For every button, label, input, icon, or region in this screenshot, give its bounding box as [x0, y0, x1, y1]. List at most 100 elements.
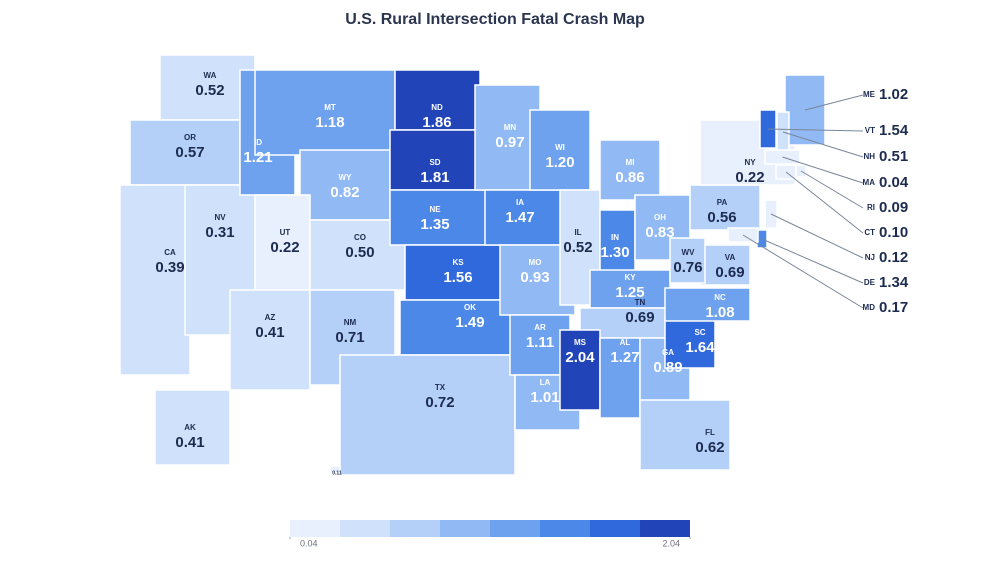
state-abbr: MN: [504, 123, 517, 132]
state: [159, 54, 256, 121]
state: [129, 119, 241, 186]
value-label: 0.72: [425, 394, 454, 411]
state-abbr: FL: [705, 428, 715, 437]
value-label: 0.31: [205, 224, 234, 241]
value-label: 1.08: [705, 304, 734, 321]
value-label: 0.89: [653, 359, 682, 376]
state-abbr: AZ: [265, 313, 276, 322]
state-abbr: IL: [574, 228, 581, 237]
leader-line: [785, 171, 864, 234]
state-abbr: DE: [864, 278, 876, 287]
value-label: 1.81: [420, 169, 449, 186]
value-label: 0.41: [175, 434, 204, 451]
state-abbr: NC: [714, 293, 726, 302]
state: [399, 299, 516, 356]
state-abbr: VA: [725, 253, 736, 262]
leader-line: [761, 238, 864, 284]
state: [669, 237, 706, 284]
state-abbr: TX: [435, 383, 446, 392]
value-label: 0.52: [195, 82, 224, 99]
state-abbr: NY: [744, 158, 756, 167]
state: [639, 399, 731, 471]
state-abbr: MA: [863, 178, 876, 187]
value-label: 0.93: [520, 269, 549, 286]
state-abbr: AR: [534, 323, 546, 332]
value-label: 0.56: [707, 209, 736, 226]
state: [689, 184, 761, 231]
value-label: 1.56: [443, 269, 472, 286]
legend-swatch: [590, 520, 640, 537]
state-abbr: MT: [324, 103, 336, 112]
state-abbr: SC: [694, 328, 705, 337]
state-abbr: NH: [863, 152, 875, 161]
value-label: 1.11: [526, 334, 554, 351]
value-label: 0.11: [332, 470, 342, 476]
state-abbr: TN: [635, 298, 646, 307]
state-abbr: CT: [864, 228, 875, 237]
value-label: 1.35: [420, 216, 449, 233]
state-abbr: ME: [863, 90, 876, 99]
value-label: 0.82: [330, 184, 359, 201]
state: [529, 109, 591, 191]
leader-line: [782, 131, 864, 158]
value-label: 0.76: [673, 259, 702, 276]
value-label: 0.22: [735, 169, 764, 186]
value-label: 1.21: [243, 149, 272, 166]
value-label: 0.69: [715, 264, 744, 281]
state-abbr: WV: [682, 248, 696, 257]
state-abbr: ND: [431, 103, 443, 112]
state: [389, 189, 491, 246]
value-label: 1.64: [685, 339, 715, 356]
state-abbr: LA: [540, 378, 551, 387]
state-abbr: CO: [354, 233, 366, 242]
state: [664, 287, 751, 322]
state-abbr: ID: [254, 138, 262, 147]
state-abbr: WA: [204, 71, 217, 80]
legend-label: 2.04: [662, 538, 680, 548]
value-label: 1.02: [879, 86, 908, 103]
value-label: 0.41: [255, 324, 284, 341]
leader-line: [742, 234, 864, 309]
state: [339, 354, 516, 476]
state: [559, 329, 601, 411]
state-abbr: OK: [464, 303, 476, 312]
value-label: 0.39: [155, 259, 184, 276]
state: [394, 69, 481, 131]
value-label: 0.10: [879, 224, 908, 241]
legend-swatch: [490, 520, 540, 537]
value-label: 0.04: [879, 174, 909, 191]
state-abbr: NV: [214, 213, 226, 222]
value-label: 1.86: [422, 114, 451, 131]
leader-line: [800, 170, 864, 209]
value-label: 0.57: [175, 144, 204, 161]
state: [254, 69, 396, 156]
value-label: 0.71: [335, 329, 364, 346]
legend-swatch: [640, 520, 690, 537]
leader-line: [770, 213, 864, 259]
legend-swatch: [290, 520, 340, 537]
state: [329, 465, 341, 474]
value-label: 0.86: [615, 169, 644, 186]
value-label: 0.17: [879, 299, 908, 316]
state-abbr: CA: [164, 248, 176, 257]
leader-line: [767, 128, 864, 132]
value-label: 0.69: [625, 309, 654, 326]
state-abbr: MI: [626, 158, 635, 167]
state: [154, 389, 231, 466]
state-abbr: NJ: [865, 253, 875, 262]
state-abbr: NE: [429, 205, 441, 214]
state-abbr: PA: [717, 198, 728, 207]
map-title: U.S. Rural Intersection Fatal Crash Map: [345, 11, 645, 28]
state-abbr: UT: [280, 228, 291, 237]
state-abbr: MO: [529, 258, 542, 267]
state: [229, 289, 311, 391]
state-abbr: OH: [654, 213, 666, 222]
state-abbr: MS: [574, 338, 587, 347]
state-abbr: WY: [339, 173, 353, 182]
state-abbr: AK: [184, 423, 196, 432]
value-label: 1.30: [600, 244, 629, 261]
value-label: 0.50: [345, 244, 374, 261]
state-abbr: SD: [429, 158, 440, 167]
value-label: 0.52: [563, 239, 592, 256]
